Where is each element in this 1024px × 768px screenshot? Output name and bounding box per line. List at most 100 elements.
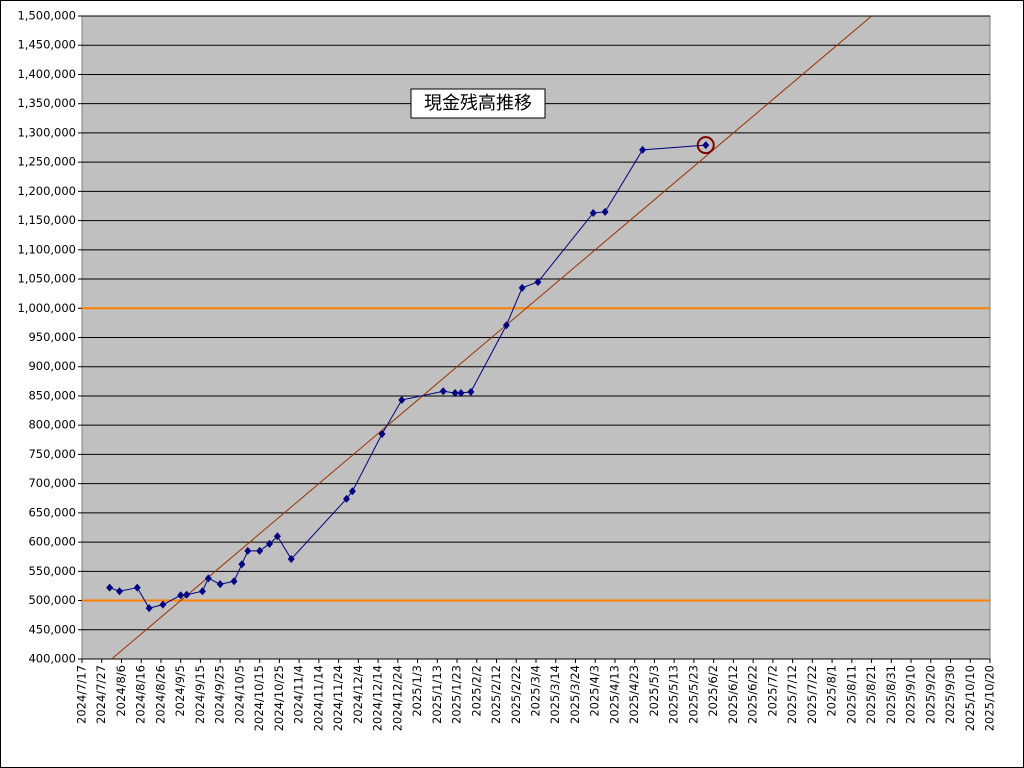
- data-point: [639, 145, 647, 154]
- y-tick-label: 650,000: [28, 505, 76, 519]
- x-tick-label: 2025/5/13: [667, 665, 681, 724]
- y-tick-label: 1,450,000: [17, 38, 76, 52]
- x-tick-label: 2024/10/5: [232, 665, 246, 724]
- data-point: [159, 600, 167, 609]
- y-tick-label: 850,000: [28, 388, 76, 402]
- data-point: [601, 207, 609, 216]
- data-point: [502, 321, 510, 330]
- data-point: [534, 277, 542, 286]
- x-tick-label: 2024/9/15: [193, 665, 207, 724]
- x-tick-label: 2025/9/30: [943, 665, 957, 724]
- x-tick-label: 2025/2/12: [489, 665, 503, 724]
- x-tick-label: 2025/4/3: [588, 665, 602, 717]
- y-tick-label: 450,000: [28, 622, 76, 636]
- x-tick-label: 2025/7/22: [805, 665, 819, 724]
- x-tick-label: 2025/6/2: [706, 665, 720, 717]
- x-tick-label: 2024/9/5: [173, 665, 187, 717]
- x-tick-label: 2025/7/2: [765, 665, 779, 717]
- x-tick-label: 2025/5/23: [686, 665, 700, 724]
- data-point: [451, 389, 459, 398]
- data-point: [273, 532, 281, 541]
- data-point: [256, 546, 264, 555]
- x-tick-label: 2024/11/4: [292, 665, 306, 724]
- x-tick-label: 2025/1/3: [410, 665, 424, 717]
- title-box: [410, 88, 546, 119]
- data-point: [343, 494, 351, 503]
- x-tick-label: 2024/12/24: [390, 665, 404, 731]
- y-tick-label: 1,350,000: [17, 96, 76, 110]
- data-point: [589, 208, 597, 217]
- x-tick-label: 2024/12/14: [371, 665, 385, 731]
- x-tick-label: 2025/5/3: [647, 665, 661, 717]
- data-point: [266, 539, 274, 548]
- y-tick-label: 550,000: [28, 564, 76, 578]
- x-tick-label: 2025/10/20: [983, 665, 997, 731]
- data-point: [116, 587, 124, 596]
- y-tick-label: 1,200,000: [17, 184, 76, 198]
- x-tick-label: 2025/7/12: [785, 665, 799, 724]
- x-tick-label: 2025/9/20: [923, 665, 937, 724]
- x-tick-label: 2025/9/10: [904, 665, 918, 724]
- y-tick-label: 700,000: [28, 476, 76, 490]
- x-tick-label: 2024/11/14: [311, 665, 325, 731]
- y-tick-label: 1,050,000: [17, 272, 76, 286]
- y-tick-label: 750,000: [28, 447, 76, 461]
- y-tick-label: 1,150,000: [17, 213, 76, 227]
- data-point: [133, 583, 141, 592]
- x-tick-label: 2024/12/4: [351, 665, 365, 724]
- y-tick-label: 950,000: [28, 330, 76, 344]
- data-point: [244, 546, 252, 555]
- data-point: [467, 387, 475, 396]
- y-tick-label: 900,000: [28, 359, 76, 373]
- y-tick-label: 600,000: [28, 535, 76, 549]
- data-point: [439, 387, 447, 396]
- data-point: [216, 580, 224, 589]
- data-point: [177, 591, 185, 600]
- x-tick-label: 2025/6/22: [746, 665, 760, 724]
- x-tick-label: 2025/8/21: [864, 665, 878, 724]
- y-tick-label: 1,100,000: [17, 242, 76, 256]
- x-tick-label: 2024/8/6: [114, 665, 128, 717]
- data-point: [183, 590, 191, 599]
- y-tick-label: 1,000,000: [17, 301, 76, 315]
- data-point: [230, 577, 238, 586]
- x-tick-label: 2025/10/10: [963, 665, 977, 731]
- y-tick-label: 1,400,000: [17, 67, 76, 81]
- y-tick-label: 400,000: [28, 652, 76, 666]
- data-point: [198, 587, 206, 596]
- x-tick-label: 2025/3/14: [548, 665, 562, 724]
- y-tick-label: 1,250,000: [17, 155, 76, 169]
- data-point: [398, 396, 406, 405]
- plot-layer: 400,000 450,000 500,000 550,000 600,000 650,0…: [17, 9, 996, 732]
- data-point: [145, 604, 153, 613]
- x-tick-label: 2025/8/11: [844, 665, 858, 724]
- x-tick-label: 2024/10/15: [252, 665, 266, 731]
- y-tick-label: 500,000: [28, 593, 76, 607]
- x-tick-label: 2024/8/16: [134, 665, 148, 724]
- y-tick-label: 1,500,000: [17, 9, 76, 23]
- data-point: [106, 583, 114, 592]
- x-tick-label: 2024/10/25: [272, 665, 286, 731]
- data-point: [348, 487, 356, 496]
- x-tick-label: 2024/8/26: [153, 665, 167, 724]
- chart-title: 現金残高推移: [424, 93, 532, 114]
- trendline: [111, 15, 872, 660]
- x-tick-label: 2025/3/24: [568, 665, 582, 724]
- x-tick-label: 2025/6/12: [726, 665, 740, 724]
- x-tick-label: 2025/4/23: [627, 665, 641, 724]
- y-tick-label: 800,000: [28, 418, 76, 432]
- data-point: [518, 283, 526, 292]
- x-tick-label: 2024/9/25: [213, 665, 227, 724]
- data-point: [238, 560, 246, 569]
- highlight-ring: [696, 136, 715, 155]
- x-tick-label: 2025/2/2: [469, 665, 483, 717]
- x-tick-label: 2024/7/17: [75, 665, 89, 724]
- x-tick-label: 2024/7/27: [94, 665, 108, 724]
- x-tick-label: 2025/1/23: [450, 665, 464, 724]
- data-point: [287, 555, 295, 564]
- data-point: [702, 141, 710, 150]
- data-point: [457, 389, 465, 398]
- x-tick-label: 2025/2/22: [509, 665, 523, 724]
